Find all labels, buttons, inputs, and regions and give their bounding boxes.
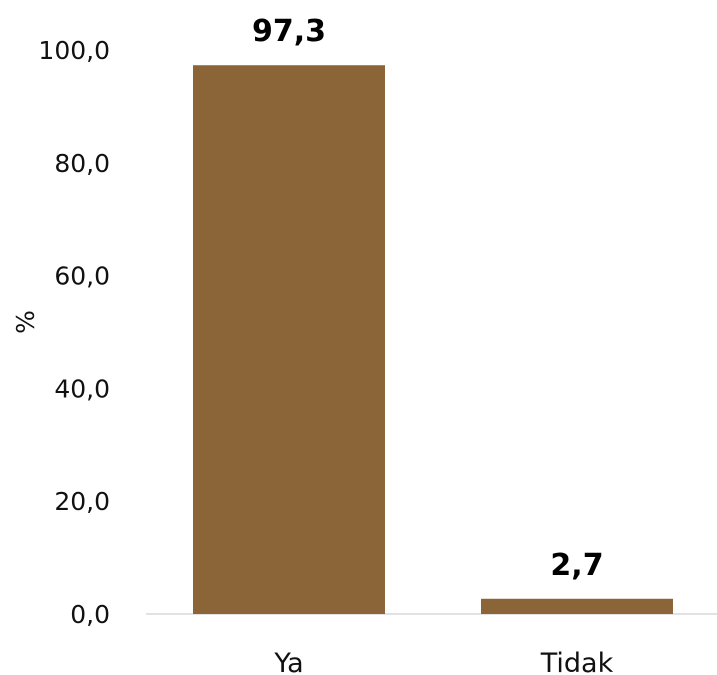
y-axis-title: % [11, 310, 40, 334]
y-tick-label: 40,0 [54, 374, 110, 403]
x-axis-category-labels: Ya Tidak [273, 648, 613, 675]
data-label: 2,7 [550, 548, 603, 583]
y-axis-ticks: 0,0 20,0 40,0 60,0 80,0 100,0 [38, 36, 110, 629]
bar-ya [193, 65, 385, 614]
bars-group [193, 65, 673, 614]
y-tick-label: 0,0 [70, 600, 110, 629]
y-tick-label: 20,0 [54, 487, 110, 516]
x-tick-label: Ya [273, 648, 303, 675]
data-label: 97,3 [252, 14, 326, 49]
bar-tidak [481, 598, 673, 614]
x-tick-label: Tidak [540, 648, 614, 675]
y-tick-label: 80,0 [54, 149, 110, 178]
y-tick-label: 60,0 [54, 262, 110, 291]
y-tick-label: 100,0 [38, 36, 110, 65]
bar-value-labels: 97,3 2,7 [252, 14, 604, 583]
